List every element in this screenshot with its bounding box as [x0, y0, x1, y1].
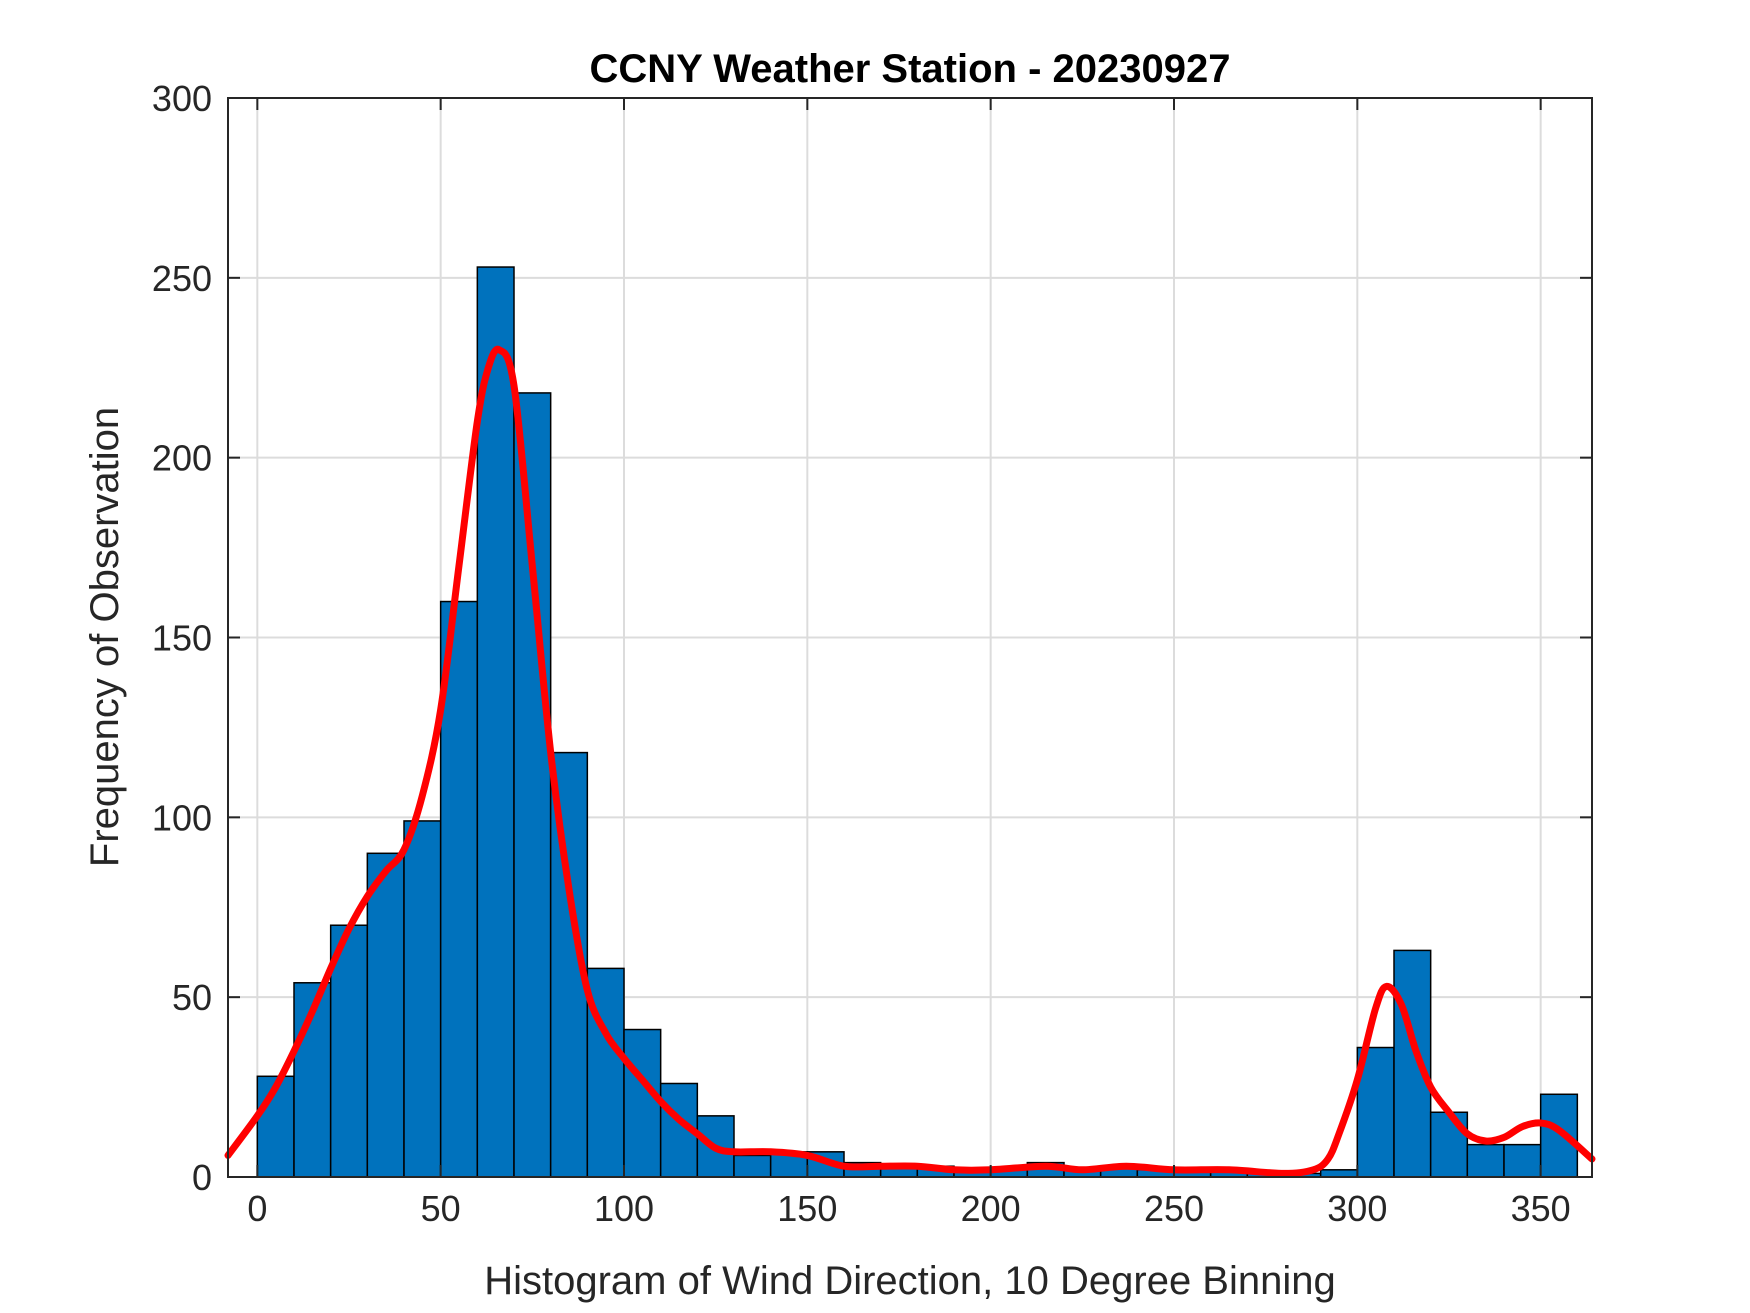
histogram-bar [1539, 1093, 1579, 1178]
y-axis-label: Frequency of Observation [83, 407, 127, 867]
tick-labels: 0 50 100 150 200 250 300 350 0 50 100 150 200 250 300 [152, 78, 1571, 1229]
histogram-bar [1466, 1143, 1505, 1178]
y-tick-label: 50 [172, 977, 212, 1018]
y-tick-label: 200 [152, 438, 212, 479]
chart-title: CCNY Weather Station - 20230927 [590, 47, 1231, 91]
histogram-bar [366, 852, 405, 1178]
histogram-bar [1503, 1143, 1542, 1178]
histogram-bar [403, 820, 442, 1178]
x-tick-label: 50 [421, 1188, 461, 1229]
x-tick-label: 100 [594, 1188, 654, 1229]
y-tick-label: 150 [152, 618, 212, 659]
grid-lines [228, 97, 1592, 1178]
y-tick-label: 100 [152, 797, 212, 838]
y-tick-label: 250 [152, 258, 212, 299]
density-curve [224, 345, 1596, 1177]
y-tick-label: 0 [192, 1157, 212, 1198]
x-tick-label: 0 [247, 1188, 267, 1229]
density-curve-layer [224, 345, 1596, 1177]
histogram-bar [513, 392, 552, 1178]
x-axis-label: Histogram of Wind Direction, 10 Degree B… [484, 1259, 1336, 1303]
axes-box [227, 97, 1593, 1178]
histogram-bar [1319, 1169, 1359, 1178]
y-tick-label: 300 [152, 78, 212, 119]
histogram-bar [733, 1154, 772, 1178]
x-tick-label: 350 [1511, 1188, 1571, 1229]
histogram-bar [623, 1028, 662, 1178]
x-tick-label: 300 [1327, 1188, 1387, 1229]
histogram-bar [1393, 949, 1432, 1178]
x-tick-label: 150 [777, 1188, 837, 1229]
x-tick-label: 200 [961, 1188, 1021, 1229]
histogram-bar [1429, 1111, 1469, 1178]
x-tick-label: 250 [1144, 1188, 1204, 1229]
